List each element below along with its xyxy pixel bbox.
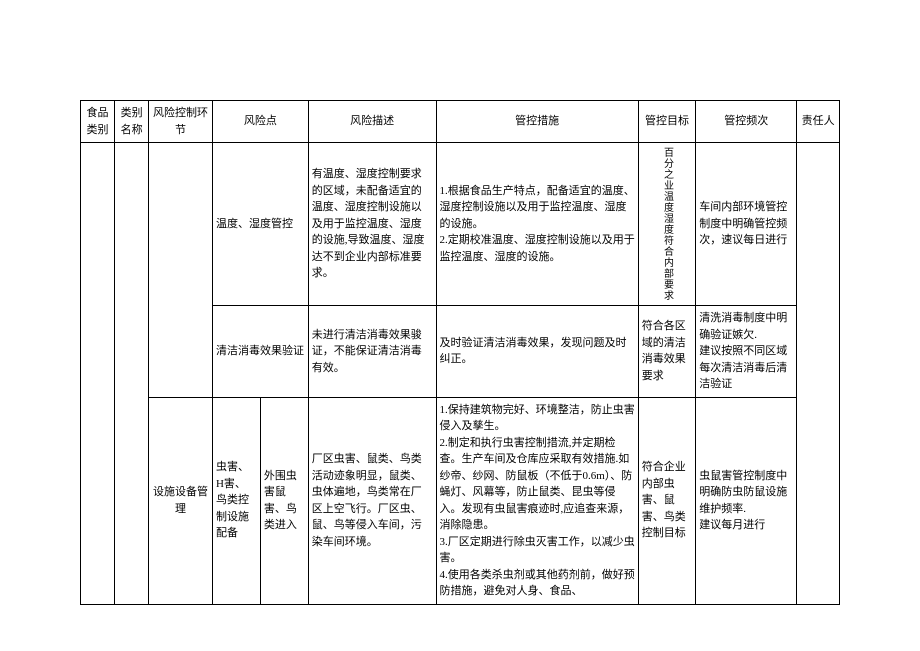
- cell-measures-3: 1.保持建筑物完好、环境整洁，防止虫害侵入及孳生。 2.制定和执行虫害控制措流,…: [436, 397, 638, 604]
- cell-target-1: 百分之业温度湿度符合内部要求: [638, 143, 695, 306]
- cell-risk-desc-2: 未进行清洁消毒效果骏证，不能保证清洁消毒有效。: [308, 306, 436, 398]
- header-measures: 管控措施: [436, 101, 638, 143]
- cell-risk-desc-1: 有温度、湿度控制要求的区域，未配备适宜的温度、湿度控制设施以及用于监控温度、湿度…: [308, 143, 436, 306]
- cell-risk-point-3a: 虫害、H害、鸟类控制设施配备: [212, 397, 260, 604]
- cell-risk-point-3b: 外围虫害鼠害、鸟类进入: [260, 397, 308, 604]
- cell-responsible: [797, 143, 840, 605]
- cell-frequency-1: 车间内部环境管控制度中明确管控频次，速议每日进行: [696, 143, 797, 306]
- header-food-category: 食品类别: [81, 101, 115, 143]
- cell-risk-point-1: 温度、湿度管控: [212, 143, 308, 306]
- header-risk-point: 风险点: [212, 101, 308, 143]
- table-row: 温度、湿度管控 有温度、湿度控制要求的区域，未配备适宜的温度、湿度控制设施以及用…: [81, 143, 840, 306]
- cell-measures-2: 及时验证清洁消毒效果，发现问题及时纠正。: [436, 306, 638, 398]
- risk-control-table: 食品类别 类别名称 风险控制环节 风险点 风险描述 管控措施 管控目标 管控频次…: [80, 100, 840, 605]
- cell-target-2: 符合各区域的清洁消毒效果要求: [638, 306, 695, 398]
- header-frequency: 管控频次: [696, 101, 797, 143]
- header-responsible: 责任人: [797, 101, 840, 143]
- cell-risk-link-1: [149, 143, 213, 398]
- header-row: 食品类别 类别名称 风险控制环节 风险点 风险描述 管控措施 管控目标 管控频次…: [81, 101, 840, 143]
- table-row: 设施设备管理 虫害、H害、鸟类控制设施配备 外围虫害鼠害、鸟类进入 厂区虫害、鼠…: [81, 397, 840, 604]
- header-risk-link: 风险控制环节: [149, 101, 213, 143]
- header-category-name: 类别名称: [115, 101, 149, 143]
- cell-food-category: [81, 143, 115, 605]
- cell-category-name: [115, 143, 149, 605]
- cell-risk-point-2: 清洁消毒效果验证: [212, 306, 308, 398]
- cell-risk-link-3: 设施设备管理: [149, 397, 213, 604]
- cell-frequency-3: 虫鼠害管控制度中明确防虫防鼠设施维护频率. 建议每月进行: [696, 397, 797, 604]
- header-target: 管控目标: [638, 101, 695, 143]
- cell-target-3: 符合企业内部虫害、鼠害、鸟类控制目标: [638, 397, 695, 604]
- cell-measures-1: 1.根据食品生产特点，配备适宜的温度、湿度控制设施以及用于监控温度、湿度的设施。…: [436, 143, 638, 306]
- cell-risk-desc-3: 厂区虫害、鼠类、鸟类活动迹象明显，鼠类、虫体遍地，鸟类常在厂区上空飞行。厂区虫、…: [308, 397, 436, 604]
- cell-frequency-2: 清洗消毒制度中明确验证嫉欠. 建议按照不同区域每次清洁消毒后清洁验证: [696, 306, 797, 398]
- header-risk-desc: 风险描述: [308, 101, 436, 143]
- vertical-target-text: 百分之业温度湿度符合内部要求: [642, 147, 692, 301]
